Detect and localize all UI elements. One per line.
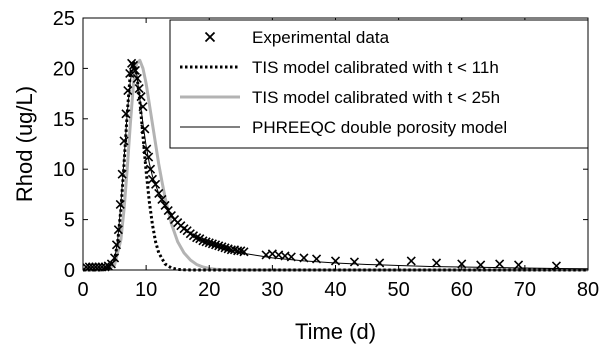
legend-label: PHREEQC double porosity model <box>252 118 507 137</box>
data-point <box>154 188 164 198</box>
y-tick-label: 20 <box>53 58 75 80</box>
data-point <box>130 65 140 75</box>
data-point <box>551 261 562 271</box>
x-tick-label: 20 <box>198 279 220 301</box>
data-point <box>495 259 505 269</box>
data-point <box>214 241 224 251</box>
data-point <box>106 259 116 269</box>
legend: Experimental data TIS model calibrated wi… <box>169 19 589 149</box>
data-point <box>311 254 322 264</box>
data-point <box>198 236 208 246</box>
data-point <box>138 102 148 112</box>
y-tick-label: 15 <box>53 109 75 131</box>
data-point <box>375 258 385 268</box>
data-point <box>136 92 146 102</box>
data-point <box>207 239 217 249</box>
data-point <box>163 205 173 216</box>
data-point <box>349 257 360 267</box>
data-point <box>119 136 129 146</box>
data-point <box>142 144 152 154</box>
data-point <box>220 243 230 253</box>
legend-symbol <box>204 31 216 43</box>
x-tick-label: 40 <box>324 279 346 301</box>
data-point <box>160 200 170 211</box>
x-tick-label: 30 <box>261 279 283 301</box>
data-point <box>123 86 133 96</box>
x-tick-label: 10 <box>135 279 157 301</box>
y-tick-label: 0 <box>64 260 75 282</box>
data-point <box>217 242 227 252</box>
data-point <box>236 246 246 256</box>
data-point <box>117 169 127 179</box>
x-axis-label: Time (d) <box>295 319 376 344</box>
data-point <box>299 253 309 263</box>
data-point <box>111 240 122 250</box>
data-point <box>134 83 144 94</box>
x-tick-label: 70 <box>514 279 536 301</box>
legend-item: TIS model calibrated with t < 25h <box>180 88 500 107</box>
data-point <box>457 259 467 269</box>
y-axis-label: Rhod (ug/L) <box>12 86 37 202</box>
data-point <box>147 174 158 184</box>
data-point <box>113 225 123 235</box>
legend-item: PHREEQC double porosity model <box>180 118 507 137</box>
y-tick-label: 10 <box>53 159 75 181</box>
data-point <box>115 199 125 210</box>
data-point <box>144 152 154 162</box>
data-point <box>132 73 142 84</box>
x-tick-label: 0 <box>77 279 88 301</box>
data-point <box>204 238 214 248</box>
data-point <box>431 258 442 268</box>
data-point <box>145 164 156 174</box>
data-point <box>330 256 341 266</box>
data-point <box>128 60 139 70</box>
legend-label: Experimental data <box>252 28 390 47</box>
y-axis: 0 5 10 15 20 25 <box>53 8 588 282</box>
data-point <box>210 240 221 250</box>
legend-item: Experimental data <box>204 28 390 47</box>
series-line-1 <box>83 60 588 272</box>
legend-label: TIS model calibrated with t < 25h <box>252 88 500 107</box>
data-point <box>192 233 202 243</box>
data-point <box>157 194 167 205</box>
series-experimental-data <box>83 58 562 272</box>
data-point <box>140 124 150 134</box>
x-tick-label: 60 <box>451 279 473 301</box>
data-point <box>513 260 524 270</box>
data-point <box>201 237 211 247</box>
y-tick-label: 5 <box>64 210 75 232</box>
data-point <box>406 256 416 266</box>
x-axis: 0 10 20 30 40 50 60 70 80 <box>77 18 599 301</box>
y-tick-label: 25 <box>53 8 75 30</box>
legend-label: TIS model calibrated with t < 11h <box>252 58 499 77</box>
data-point <box>476 260 486 270</box>
data-point <box>286 252 296 262</box>
data-point <box>125 68 135 79</box>
x-tick-label: 80 <box>577 279 599 301</box>
data-point <box>121 109 131 119</box>
legend-item: TIS model calibrated with t < 11h <box>180 58 499 77</box>
data-point <box>239 247 249 257</box>
data-point <box>151 179 161 189</box>
data-point <box>109 253 120 263</box>
x-tick-label: 50 <box>388 279 410 301</box>
